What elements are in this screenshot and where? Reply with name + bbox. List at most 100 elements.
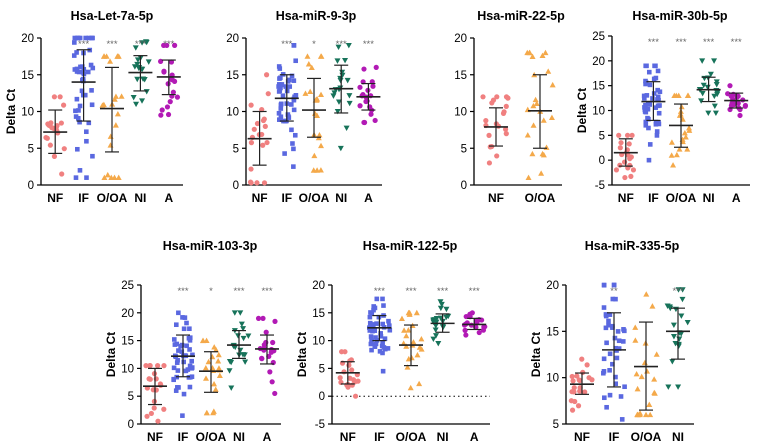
data-point	[305, 61, 312, 67]
data-point	[173, 388, 179, 393]
y-tick-label: 10	[226, 107, 239, 119]
data-point	[548, 114, 555, 120]
data-point	[279, 82, 285, 88]
data-point	[311, 152, 318, 159]
x-tick-label: O/OA	[525, 191, 556, 205]
data-point	[371, 307, 376, 313]
data-point	[678, 313, 685, 319]
data-point	[187, 363, 193, 369]
data-point	[645, 106, 651, 112]
data-point	[280, 93, 286, 99]
data-point	[272, 390, 278, 397]
data-point	[480, 94, 486, 100]
data-point	[625, 152, 631, 158]
x-tick-label: NI	[437, 430, 449, 444]
data-point	[170, 89, 176, 95]
data-point	[143, 363, 149, 369]
significance-label: ***	[675, 37, 686, 48]
y-tick-label: 20	[312, 280, 325, 292]
data-point	[529, 53, 536, 59]
data-point	[73, 108, 78, 114]
data-point	[189, 358, 195, 364]
data-point	[111, 96, 118, 102]
x-tick-label: NI	[672, 430, 684, 444]
data-point	[737, 112, 743, 119]
data-point	[114, 110, 121, 117]
y-tick-label: 20	[454, 33, 467, 45]
data-point	[276, 110, 282, 116]
data-point	[727, 83, 733, 89]
data-point	[75, 35, 81, 41]
x-tick-label: NI	[233, 430, 245, 444]
data-point	[82, 92, 88, 98]
significance-label: ***	[336, 39, 347, 50]
data-point	[84, 129, 89, 135]
data-point	[235, 333, 242, 339]
data-point	[158, 112, 164, 118]
significance-label: ***	[233, 286, 244, 297]
x-tick-label: IF	[281, 191, 292, 205]
data-point	[134, 57, 141, 63]
data-point	[111, 174, 118, 181]
data-point	[502, 126, 509, 132]
data-point	[107, 58, 114, 64]
data-point	[647, 411, 654, 418]
data-point	[641, 359, 648, 366]
data-point	[699, 90, 706, 97]
data-point	[133, 101, 140, 108]
data-point	[575, 403, 582, 409]
data-point	[462, 327, 468, 333]
significance-label: ***	[363, 39, 374, 50]
data-point	[607, 351, 613, 357]
data-point	[647, 82, 653, 88]
data-point	[291, 107, 297, 113]
data-point	[72, 40, 77, 45]
x-tick-label: O/OA	[196, 430, 227, 444]
data-point	[607, 392, 613, 398]
data-point	[540, 151, 547, 158]
data-point	[215, 351, 222, 358]
data-point	[679, 287, 686, 293]
data-point	[357, 84, 363, 90]
data-point	[190, 352, 195, 358]
error-bar	[634, 321, 658, 411]
y-axis-label: Delta Ct	[295, 332, 309, 377]
data-point	[574, 373, 580, 379]
data-point	[626, 141, 632, 147]
data-point	[313, 97, 320, 103]
data-point	[571, 389, 577, 395]
error-bar	[666, 307, 690, 360]
data-point	[139, 98, 146, 104]
data-point	[437, 305, 444, 312]
data-point	[43, 134, 49, 141]
data-point	[276, 89, 282, 94]
data-point	[282, 151, 287, 156]
data-point	[202, 365, 209, 371]
data-point	[576, 377, 582, 383]
data-point	[83, 35, 88, 41]
data-point	[211, 344, 218, 350]
data-point	[653, 351, 660, 357]
data-point	[569, 373, 575, 380]
data-point	[209, 353, 216, 360]
data-point	[651, 389, 658, 396]
data-point	[615, 329, 621, 334]
data-point	[653, 105, 659, 110]
data-point	[380, 296, 385, 302]
data-point	[335, 44, 342, 51]
error-bar	[462, 317, 487, 331]
data-point	[183, 368, 189, 374]
data-point	[331, 90, 338, 96]
y-tick-label: 5	[233, 143, 239, 155]
error-bar	[143, 367, 167, 406]
data-point	[611, 282, 617, 288]
data-point	[646, 69, 652, 75]
data-point	[308, 64, 315, 71]
data-point	[231, 310, 238, 316]
data-point	[494, 153, 500, 159]
data-point	[211, 380, 218, 387]
data-point	[486, 160, 493, 166]
significance-label: ***	[177, 286, 188, 297]
data-point	[627, 162, 633, 168]
data-point	[503, 103, 509, 109]
